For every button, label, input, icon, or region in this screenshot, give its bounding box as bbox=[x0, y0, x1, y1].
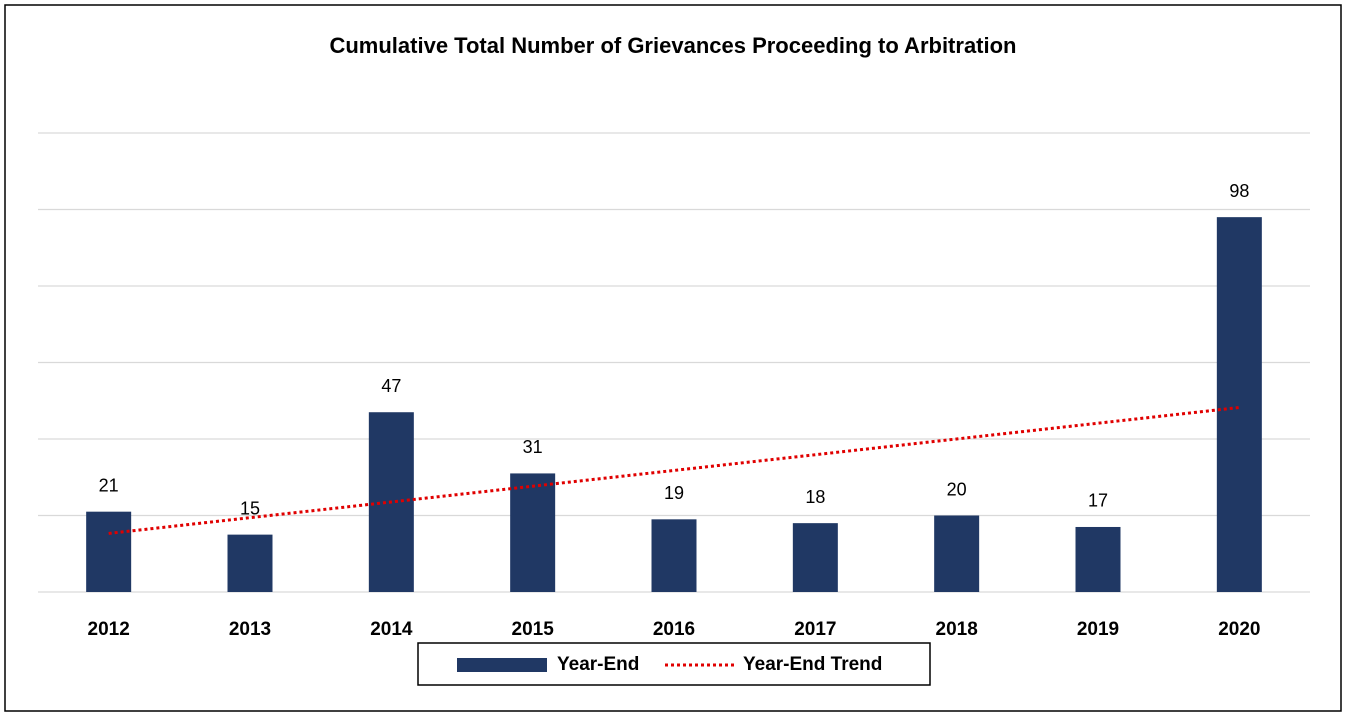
bar bbox=[934, 515, 980, 592]
data-label: 47 bbox=[381, 376, 401, 396]
x-tick-label: 2017 bbox=[794, 619, 836, 640]
legend-label: Year-End bbox=[557, 654, 639, 675]
bar bbox=[510, 473, 556, 592]
bar bbox=[651, 519, 697, 592]
bar bbox=[86, 511, 132, 592]
chart-title: Cumulative Total Number of Grievances Pr… bbox=[329, 33, 1016, 58]
data-label: 98 bbox=[1229, 181, 1249, 201]
x-tick-label: 2015 bbox=[512, 619, 555, 640]
data-label: 17 bbox=[1088, 491, 1108, 511]
bar bbox=[227, 534, 273, 592]
data-label: 31 bbox=[523, 437, 543, 457]
data-label: 19 bbox=[664, 483, 684, 503]
x-tick-label: 2019 bbox=[1077, 619, 1119, 640]
x-tick-label: 2020 bbox=[1218, 619, 1260, 640]
x-tick-label: 2014 bbox=[370, 619, 413, 640]
x-tick-label: 2018 bbox=[936, 619, 978, 640]
legend-swatch bbox=[457, 658, 547, 672]
data-label: 20 bbox=[947, 479, 967, 499]
chart-frame bbox=[4, 4, 1342, 712]
bar bbox=[792, 523, 838, 592]
bar bbox=[1075, 526, 1121, 592]
bar bbox=[1216, 217, 1262, 592]
x-tick-label: 2016 bbox=[653, 619, 695, 640]
x-tick-label: 2013 bbox=[229, 619, 271, 640]
data-label: 18 bbox=[805, 487, 825, 507]
data-label: 21 bbox=[99, 475, 119, 495]
data-label: 15 bbox=[240, 498, 260, 518]
trend-line bbox=[108, 405, 1240, 535]
x-tick-label: 2012 bbox=[88, 619, 130, 640]
legend-label: Year-End Trend bbox=[743, 654, 882, 675]
